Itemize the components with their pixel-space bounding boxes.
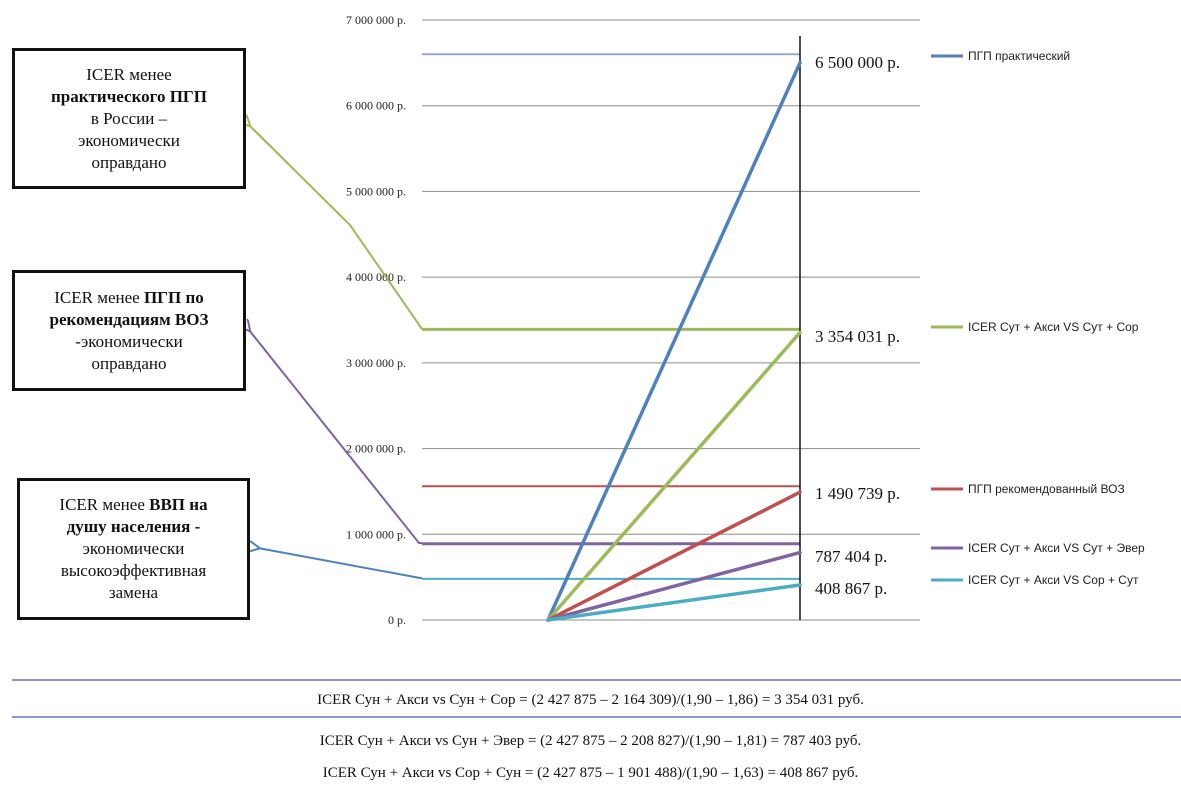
formula-divider-top — [12, 679, 1181, 681]
callout-2-line-1: ICER менее ПГП по — [54, 287, 204, 309]
callout-2-line-1a: ICER менее — [54, 287, 144, 307]
value-label-3: 787 404 р. — [815, 547, 887, 566]
callout-3-line-3: экономически — [82, 539, 185, 558]
value-label-1: 3 354 031 р. — [815, 327, 900, 346]
y-tick-label-5: 5 000 000 р. — [346, 184, 406, 198]
threshold-lines — [422, 53, 800, 580]
series-line-2 — [546, 490, 802, 622]
legend: ПГП практический ICER Сут + Акси VS Сут +… — [931, 49, 1145, 587]
series-line-1 — [546, 330, 802, 622]
formula-2: ICER Сун + Акси vs Сун + Эвер = (2 427 8… — [319, 733, 862, 749]
grid-lines — [422, 19, 920, 621]
legend-label-1: ICER Сут + Акси VS Сут + Сор — [968, 320, 1139, 334]
callout-1-line-1: ICER менее — [86, 64, 172, 84]
callout-2-line-3: -экономически — [75, 331, 183, 351]
callout-2-line-1b: ПГП по — [143, 287, 204, 307]
callout-3-line-4: высокоэффективная — [60, 561, 207, 580]
series-line-4 — [546, 583, 802, 622]
callout-1-line-2: практического ПГП — [51, 86, 207, 106]
y-tick-label-2: 2 000 000 р. — [346, 442, 406, 456]
callout-2-line-2: рекомендациям ВОЗ — [49, 309, 209, 329]
formula-1: ICER Сун + Акси vs Сун + Сор = (2 427 87… — [317, 692, 864, 708]
callout-3-line-1: ICER менее ВВП на — [59, 494, 207, 516]
legend-label-4: ICER Сут + Акси VS Сор + Сут — [968, 573, 1139, 587]
callout-2-line-4: оправдано — [91, 353, 167, 373]
callout-gdp-per-capita: ICER менее ВВП на душу населения - эконо… — [17, 478, 250, 620]
series-line-0 — [546, 61, 802, 622]
callout-arrows — [249, 125, 423, 579]
arrow-green-line — [249, 125, 423, 330]
arrow-purple-line — [249, 330, 422, 544]
value-label-4: 408 867 р. — [815, 579, 887, 598]
callout-who-gdp: ICER менее ПГП по рекомендациям ВОЗ -эко… — [12, 270, 246, 391]
series-lines — [546, 61, 802, 622]
value-label-2: 1 490 739 р. — [815, 484, 900, 503]
y-axis: 0 р. 1 000 000 р. 2 000 000 р. 3 000 000 р.… — [346, 13, 406, 627]
callout-3-line-5: замена — [108, 583, 159, 602]
legend-label-2: ПГП рекомендованный ВОЗ — [968, 482, 1125, 496]
callout-3-line-2: душу населения - — [66, 517, 201, 536]
y-tick-label-7: 7 000 000 р. — [346, 13, 406, 27]
series-line-3 — [546, 550, 802, 622]
arrow-blue-line — [258, 548, 422, 579]
y-tick-label-1: 1 000 000 р. — [346, 527, 406, 541]
callout-1-line-5: оправдано — [91, 152, 167, 172]
y-tick-label-3: 3 000 000 р. — [346, 356, 406, 370]
callout-3-line-1b: ВВП на — [149, 495, 208, 514]
y-tick-label-4: 4 000 000 р. — [346, 270, 406, 284]
y-tick-label-0: 0 р. — [388, 613, 406, 627]
callout-1-line-3: в России – — [90, 108, 168, 128]
callout-3-line-1a: ICER менее — [59, 495, 150, 514]
y-tick-label-6: 6 000 000 р. — [346, 99, 406, 113]
legend-label-0: ПГП практический — [968, 49, 1070, 63]
formula-3: ICER Сун + Акси vs Сор + Сун = (2 427 87… — [322, 765, 859, 781]
value-labels: 6 500 000 р. 3 354 031 р. 1 490 739 р. 787 … — [815, 53, 900, 598]
icer-chart: 0 р. 1 000 000 р. 2 000 000 р. 3 000 000 р.… — [0, 13, 1145, 627]
callout-practical-gdp: ICER менее практического ПГП в России – … — [12, 48, 246, 189]
callout-1-line-4: экономически — [78, 130, 180, 150]
formula-divider-mid — [12, 716, 1181, 718]
value-label-0: 6 500 000 р. — [815, 53, 900, 72]
legend-label-3: ICER Сут + Акси VS Сут + Эвер — [968, 541, 1145, 555]
